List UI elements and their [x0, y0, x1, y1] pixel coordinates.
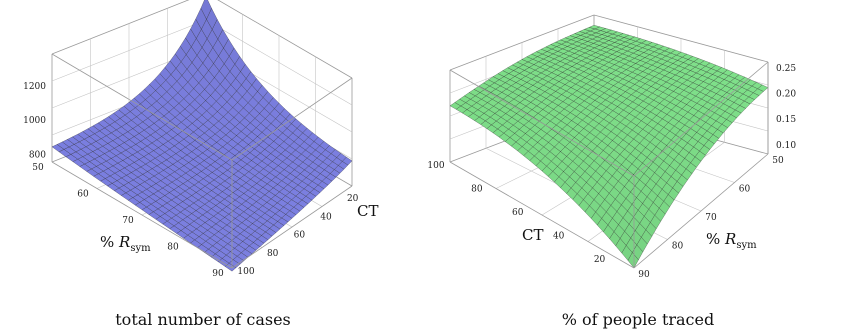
x-tick-label: 70: [122, 216, 134, 226]
y-tick-label: 40: [320, 212, 332, 222]
z-tick-label: 1200: [23, 82, 46, 92]
y-axis-label-total-cases: CT: [357, 202, 378, 220]
tick-labels-people-traced: 50 60 70 80 90 20 40 60 80 100 0.10 0.15 0.20 0.25: [427, 64, 796, 280]
surface-patch: [200, 0, 212, 20]
x-tick-label: 60: [739, 185, 751, 195]
z-tick-label: 800: [29, 150, 46, 160]
x-axis-label-total-cases: % Rsym: [100, 233, 151, 254]
y-tick-label: 60: [294, 231, 306, 241]
x-tick-label: 50: [772, 156, 784, 166]
x-tick-label: 80: [672, 242, 684, 252]
chart-title-people-traced: % of people traced: [562, 310, 714, 329]
bounding-box-front: [449, 61, 769, 269]
x-tick-label: 90: [212, 269, 224, 279]
y-tick-label: 100: [237, 267, 254, 277]
surface-people-traced: [449, 25, 769, 269]
y-tick-label: 100: [427, 161, 444, 171]
x-tick-label: 90: [638, 270, 650, 280]
y-tick-label: 20: [347, 194, 359, 204]
z-tick-label: 0.25: [776, 64, 796, 74]
chart-title-total-cases: total number of cases: [115, 310, 291, 329]
z-tick-label: 0.20: [776, 90, 796, 100]
y-axis-label-people-traced: CT: [522, 226, 543, 244]
y-tick-label: 60: [512, 208, 524, 218]
x-tick-label: 80: [167, 243, 179, 253]
z-tick-label: 0.15: [776, 115, 796, 125]
surface-patch: [588, 25, 601, 30]
surface-total-cases: [51, 0, 353, 272]
bounding-box-front: [51, 53, 353, 269]
z-tick-label: 0.10: [776, 141, 796, 151]
x-tick-label: 70: [705, 213, 717, 223]
y-tick-label: 80: [267, 249, 279, 259]
tick-labels-total-cases: 50 60 70 80 90 20 40 60 80 100 800 1000 1200: [23, 82, 359, 279]
x-tick-label: 60: [77, 190, 89, 200]
y-tick-label: 20: [594, 255, 606, 265]
chart-people-traced: 50 60 70 80 90 20 40 60 80 100 0.10 0.15 0.20 0.25 CT…: [427, 14, 796, 329]
x-tick-label: 50: [32, 163, 44, 173]
y-tick-label: 80: [471, 185, 483, 195]
z-tick-label: 1000: [23, 116, 46, 126]
x-axis-label-people-traced: % Rsym: [706, 230, 757, 251]
y-tick-label: 40: [553, 232, 565, 242]
